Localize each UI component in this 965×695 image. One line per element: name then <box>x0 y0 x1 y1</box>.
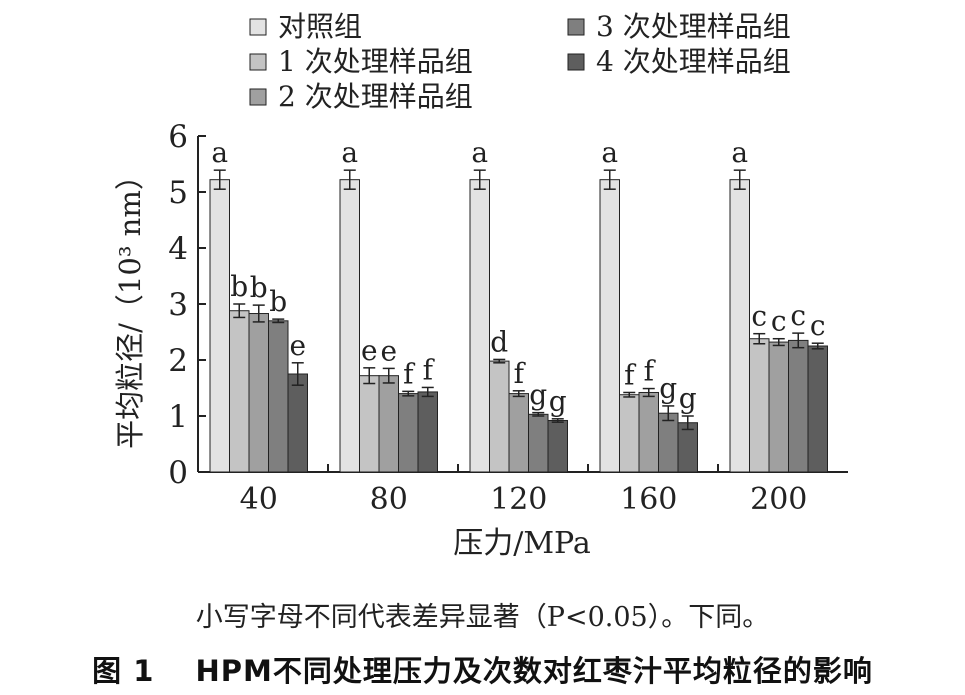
significance-letter: d <box>490 325 508 358</box>
y-tick-label: 5 <box>168 175 188 211</box>
legend-label: 2 次处理样品组 <box>278 80 473 113</box>
error-bars-group <box>213 169 824 431</box>
bar <box>508 393 529 473</box>
bar <box>417 391 438 473</box>
significance-letter: g <box>529 379 547 412</box>
significance-letter: c <box>810 309 826 342</box>
x-axis-ticks: 40 80 120 160 200 <box>240 464 807 517</box>
x-tick-label: 200 <box>750 482 807 517</box>
bar <box>248 313 269 473</box>
bar <box>339 179 360 473</box>
y-tick-label: 4 <box>168 231 188 267</box>
y-tick-label: 2 <box>168 343 188 379</box>
bar <box>489 360 510 473</box>
x-tick-label: 80 <box>370 482 408 517</box>
significance-letter: g <box>659 372 677 405</box>
significance-letter: g <box>679 382 697 415</box>
y-axis-ticks: 0 1 2 3 4 5 6 <box>168 119 206 491</box>
significance-letter: b <box>269 285 287 318</box>
y-tick-label: 3 <box>168 287 188 323</box>
bar <box>599 179 620 473</box>
y-axis-label: 平均粒径/（10³ nm） <box>113 161 147 449</box>
legend-swatch <box>249 88 267 106</box>
y-tick-label: 1 <box>168 399 188 435</box>
significance-letter: c <box>771 305 787 338</box>
legend-swatch <box>249 53 267 71</box>
bar <box>619 394 640 473</box>
bar <box>287 373 308 473</box>
bar <box>729 179 750 473</box>
legend-label: 3 次处理样品组 <box>596 10 791 43</box>
significance-letter: a <box>601 136 618 169</box>
caption-note: 小写字母不同代表差异显著（P<0.05）。下同。 <box>195 602 770 633</box>
significance-letter: c <box>790 299 806 332</box>
bar <box>378 375 399 473</box>
bar <box>229 310 250 473</box>
significance-letter: e <box>361 334 378 367</box>
legend-swatch <box>567 53 585 71</box>
x-axis-label: 压力/MPa <box>453 526 591 561</box>
y-tick-label: 0 <box>168 455 188 491</box>
legend-swatch <box>567 18 585 36</box>
bar <box>268 320 289 473</box>
legend-label: 4 次处理样品组 <box>596 45 791 78</box>
bar <box>807 345 828 473</box>
bar <box>658 412 679 473</box>
bar <box>768 341 789 473</box>
legend-label: 对照组 <box>278 10 362 43</box>
bar <box>359 375 380 473</box>
significance-letter: b <box>250 271 268 304</box>
significance-letter: a <box>341 136 358 169</box>
significance-letter: f <box>644 355 657 388</box>
bar <box>638 391 659 473</box>
y-tick-label: 6 <box>168 119 188 155</box>
bars-group <box>209 179 828 473</box>
bar <box>547 419 568 473</box>
bar <box>209 179 230 473</box>
bar <box>469 179 490 473</box>
legend-swatch <box>249 18 267 36</box>
significance-letter: f <box>403 357 416 390</box>
significance-letter: a <box>471 136 488 169</box>
x-tick-label: 120 <box>490 482 547 517</box>
bar <box>528 413 549 473</box>
significance-letter: a <box>731 136 748 169</box>
significance-letter: f <box>624 358 637 391</box>
significance-letter: c <box>751 300 767 333</box>
bar <box>788 339 809 473</box>
legend-label: 1 次处理样品组 <box>278 45 473 78</box>
significance-letter: f <box>514 357 527 390</box>
significance-letter: e <box>380 334 397 367</box>
x-tick-label: 40 <box>240 482 278 517</box>
x-tick-label: 160 <box>620 482 677 517</box>
significance-letter: g <box>549 385 567 418</box>
bar <box>398 393 419 473</box>
significance-letter: a <box>211 136 228 169</box>
figure-title: 图 1 HPM不同处理压力及次数对红枣汁平均粒径的影响 <box>92 654 873 688</box>
significance-letter: e <box>289 329 306 362</box>
bar <box>749 338 770 473</box>
significance-letter: f <box>423 353 436 386</box>
significance-letter: b <box>230 270 248 303</box>
